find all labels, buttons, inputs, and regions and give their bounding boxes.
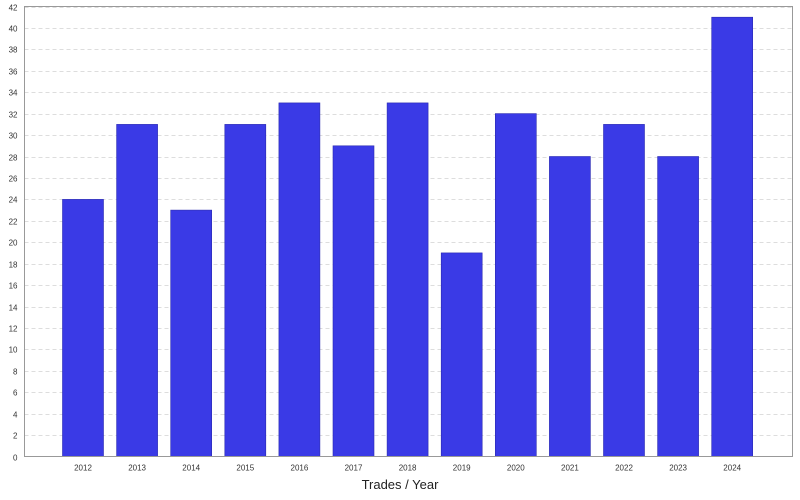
bar-2023 xyxy=(657,156,699,457)
x-tick-label: 2023 xyxy=(669,464,687,473)
x-tick-label: 2024 xyxy=(723,464,741,473)
bar-2015 xyxy=(224,124,267,457)
y-tick-label: 12 xyxy=(9,325,18,334)
y-tick-label: 18 xyxy=(9,261,18,270)
x-tick-label: 2016 xyxy=(291,464,309,473)
y-tick-label: 2 xyxy=(13,432,18,441)
x-tick-label: 2015 xyxy=(236,464,254,473)
bar-2021 xyxy=(549,156,591,457)
x-tick-label: 2020 xyxy=(507,464,525,473)
x-axis-label: Trades / Year xyxy=(361,477,439,492)
x-tick-label: 2021 xyxy=(561,464,579,473)
bar-2017 xyxy=(332,145,375,457)
bar-2018 xyxy=(386,102,429,457)
y-tick-label: 16 xyxy=(9,282,18,291)
y-tick-label: 42 xyxy=(9,4,18,13)
x-tick-label: 2019 xyxy=(453,464,471,473)
y-tick-label: 38 xyxy=(9,46,18,55)
y-tick-label: 36 xyxy=(9,68,18,77)
bar-2012 xyxy=(62,199,104,457)
y-tick-label: 40 xyxy=(9,25,18,34)
bars xyxy=(62,16,754,457)
y-tick-label: 0 xyxy=(13,454,18,463)
x-tick-label: 2012 xyxy=(74,464,92,473)
bar-2022 xyxy=(603,124,645,457)
x-tick-label: 2017 xyxy=(345,464,363,473)
plot-frame xyxy=(24,6,793,457)
x-tick-label: 2013 xyxy=(128,464,146,473)
y-tick-label: 14 xyxy=(9,304,18,313)
y-tick-label: 20 xyxy=(9,239,18,248)
y-tick-label: 24 xyxy=(9,196,18,205)
y-tick-label: 4 xyxy=(13,411,18,420)
y-tick-label: 32 xyxy=(9,111,18,120)
bar-2016 xyxy=(278,102,321,457)
y-tick-label: 34 xyxy=(9,89,18,98)
y-tick-label: 22 xyxy=(9,218,18,227)
x-tick-label: 2022 xyxy=(615,464,633,473)
y-tick-label: 26 xyxy=(9,175,18,184)
y-tick-label: 8 xyxy=(13,368,18,377)
bar-2020 xyxy=(494,113,537,457)
x-axis-ticks: 2012 2013 2014 2015 2016 2017 2018 2019 2020 2021… xyxy=(74,464,742,473)
bar-2013 xyxy=(116,124,158,457)
x-tick-label: 2018 xyxy=(399,464,417,473)
bar-2024 xyxy=(711,16,754,457)
x-tick-label: 2014 xyxy=(182,464,200,473)
y-tick-label: 6 xyxy=(13,389,18,398)
bar-2019 xyxy=(440,252,483,457)
y-tick-label: 10 xyxy=(9,346,18,355)
y-tick-label: 28 xyxy=(9,154,18,163)
bar-2014 xyxy=(170,209,212,457)
y-tick-label: 30 xyxy=(9,132,18,141)
